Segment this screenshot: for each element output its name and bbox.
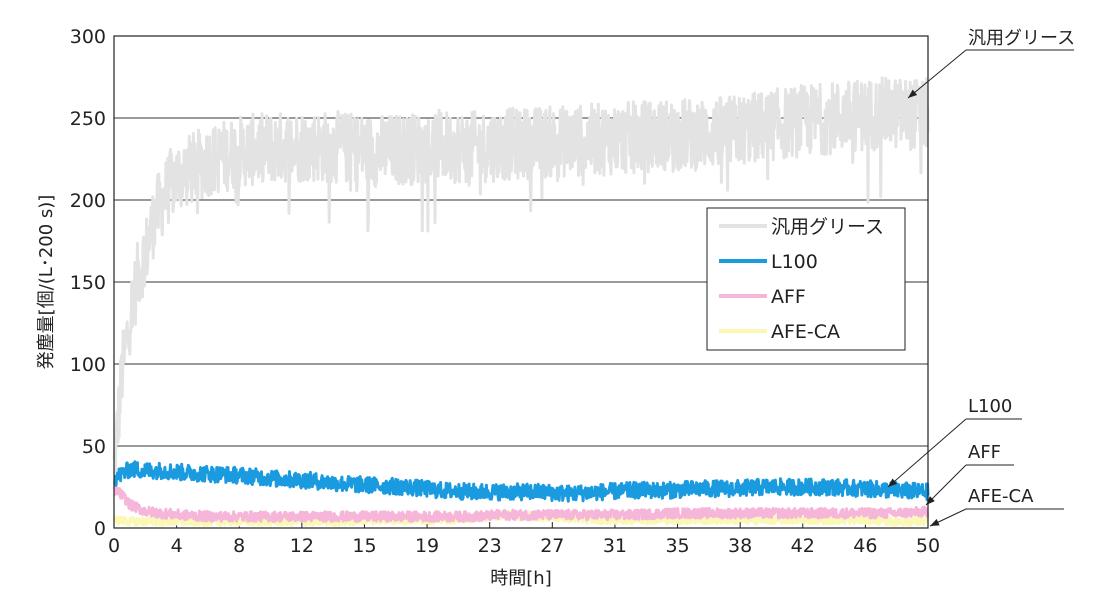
y-tick-label: 100 [70, 354, 106, 376]
y-axis-label: 発塵量[個/(L･200 s)] [36, 195, 57, 370]
legend-box [706, 207, 906, 351]
annotation-leader [907, 49, 967, 99]
x-tick-label: 12 [290, 535, 314, 557]
y-tick-label: 0 [94, 518, 106, 540]
y-tick-label: 300 [70, 26, 106, 48]
y-tick-label: 50 [82, 436, 106, 458]
x-tick-label: 50 [916, 535, 940, 557]
series-layer [112, 76, 930, 527]
annotation-arrowhead [930, 518, 940, 526]
legend-label: 汎用グリース [771, 216, 884, 238]
annotation-label: L100 [968, 396, 1012, 417]
annotation-label: AFE-CA [968, 486, 1034, 507]
annotation-label: AFF [968, 442, 1001, 463]
series-line [112, 460, 930, 503]
annotation-arrowhead [888, 478, 898, 487]
annotation-arrowhead [908, 89, 918, 98]
x-tick-label: 23 [478, 535, 502, 557]
x-tick-label: 38 [728, 535, 752, 557]
series-line [112, 483, 930, 523]
plot-frame [113, 35, 929, 529]
annotation-label: 汎用グリース [968, 28, 1075, 49]
x-tick-label: 0 [108, 535, 120, 557]
x-tick-label: 46 [853, 535, 877, 557]
y-tick-label: 200 [70, 190, 106, 212]
legend: 汎用グリース L100 AFF AFE-CA [706, 207, 906, 351]
legend-label: L100 [771, 251, 818, 273]
x-tick-label: 15 [352, 535, 376, 557]
x-axis-label: 時間[h] [490, 568, 551, 589]
y-tick-label: 150 [70, 272, 106, 294]
x-tick-label: 27 [540, 535, 564, 557]
annotation-leader [925, 464, 967, 506]
legend-label: AFF [771, 286, 806, 308]
x-tick-label: 31 [603, 535, 627, 557]
y-tick-label: 250 [70, 108, 106, 130]
x-tick-label: 8 [233, 535, 245, 557]
x-tick-label: 42 [791, 535, 815, 557]
x-tick-label: 35 [665, 535, 689, 557]
series-line [112, 76, 930, 478]
annotations: 汎用グリース L100 AFF AFE-CA [887, 28, 1075, 527]
annotation-arrowhead [926, 496, 935, 505]
legend-label: AFE-CA [771, 321, 840, 343]
x-tick-label: 4 [171, 535, 183, 557]
x-tick-label: 19 [415, 535, 439, 557]
tick-labels: 0 50 100 150 200 250 300 0 4 8 12 15 19 23 27 31 35 38 42 4… [70, 26, 940, 557]
annotation-leader [887, 418, 967, 488]
